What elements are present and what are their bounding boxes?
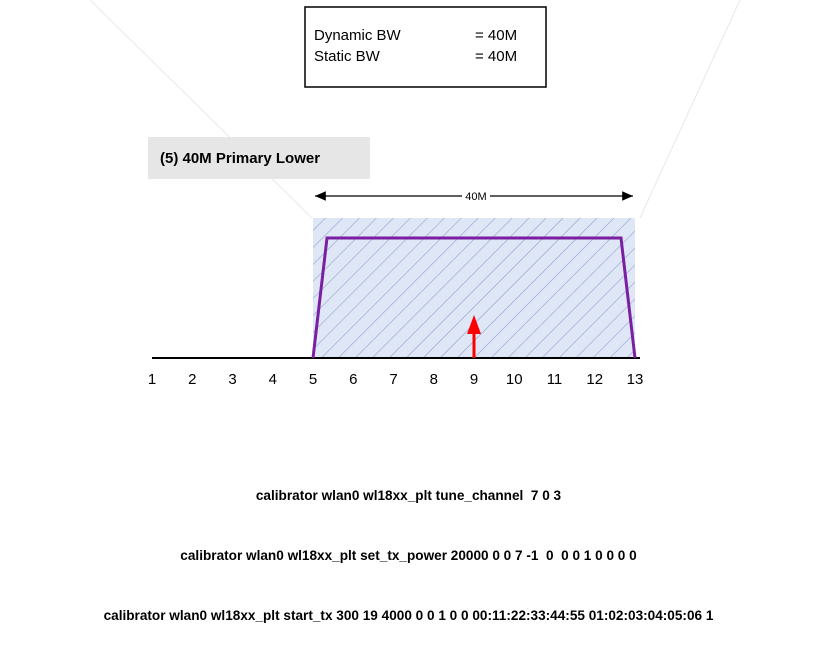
channel-tick-label: 5 <box>309 371 317 388</box>
command-line-set-tx-power: calibrator wlan0 wl18xx_plt set_tx_power… <box>180 548 637 563</box>
dynamic-bw-value: = 40M <box>475 27 517 44</box>
channel-tick-label: 11 <box>547 371 563 388</box>
channel-tick-label: 13 <box>627 371 644 388</box>
channel-tick-label: 9 <box>470 371 478 388</box>
channel-tick-label: 3 <box>228 371 236 388</box>
channel-tick-label: 12 <box>586 371 603 388</box>
mode-title-text: (5) 40M Primary Lower <box>160 150 320 167</box>
static-bw-label: Static BW <box>314 48 381 65</box>
static-bw-value: = 40M <box>475 48 517 65</box>
primary-channel-arrow <box>467 315 481 358</box>
background-guide-lines <box>89 0 741 219</box>
channel-tick-label: 1 <box>148 371 156 388</box>
channel-diagram: Dynamic BW = 40M Static BW = 40M (5) 40M… <box>89 0 741 388</box>
channel-tick-label: 7 <box>389 371 397 388</box>
command-line-start-tx: calibrator wlan0 wl18xx_plt start_tx 300… <box>103 608 714 623</box>
channel-tick-labels: 1 2 3 4 5 6 7 8 9 10 11 12 13 <box>148 371 644 388</box>
channel-tick-label: 2 <box>188 371 196 388</box>
channel-tick-label: 8 <box>430 371 438 388</box>
channel-tick-label: 10 <box>506 371 523 388</box>
signal-spectrum <box>311 236 637 359</box>
dynamic-bw-label: Dynamic BW <box>314 27 402 44</box>
channel-tick-label: 6 <box>349 371 357 388</box>
span-label: 40M <box>465 191 486 203</box>
bw-info-box: Dynamic BW = 40M Static BW = 40M <box>304 6 547 88</box>
primary-arrow-head <box>467 315 481 334</box>
channel-tick-label: 4 <box>269 371 277 388</box>
bandwidth-span: 40M <box>315 189 633 203</box>
command-line-tune-channel: calibrator wlan0 wl18xx_plt tune_channel… <box>255 488 562 503</box>
mode-title: (5) 40M Primary Lower <box>148 137 370 179</box>
command-lines: calibrator wlan0 wl18xx_plt tune_channel… <box>0 446 817 646</box>
